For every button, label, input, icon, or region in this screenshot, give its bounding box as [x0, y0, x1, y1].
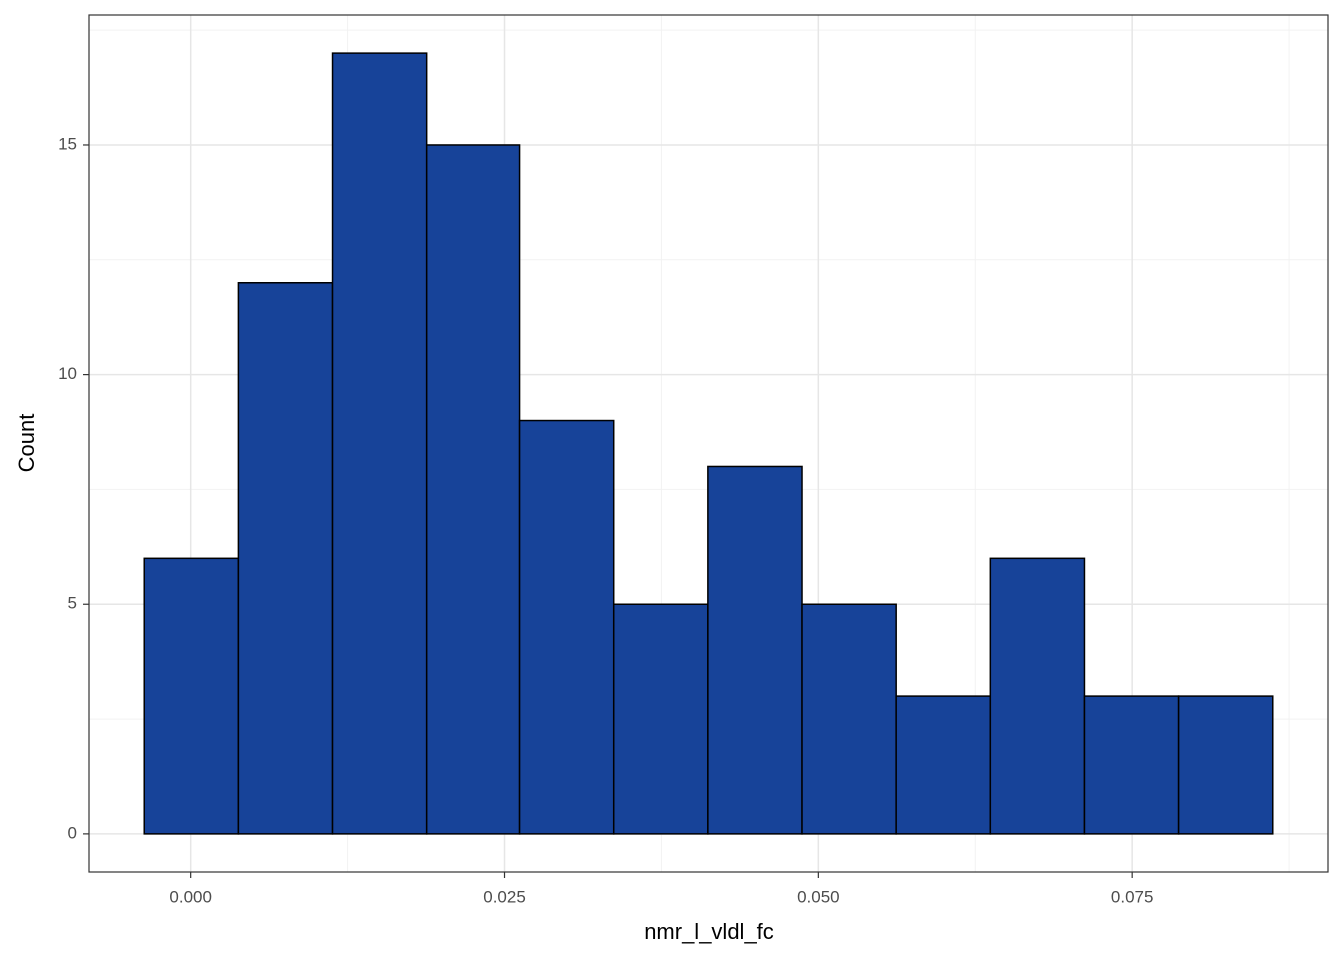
- bar: [989, 557, 1086, 835]
- y-tick-label: 0: [68, 823, 77, 842]
- y-tick-label: 10: [58, 364, 77, 383]
- x-tick-label: 0.025: [483, 887, 526, 906]
- bar: [331, 52, 428, 835]
- bar: [707, 465, 803, 835]
- bar: [895, 695, 992, 835]
- x-tick-label: 0.075: [1111, 887, 1154, 906]
- bar: [143, 557, 240, 835]
- y-tick-label: 5: [68, 594, 77, 613]
- y-axis-title: Count: [14, 414, 39, 473]
- x-axis-title: nmr_l_vldl_fc: [644, 919, 774, 944]
- bar: [1083, 695, 1180, 835]
- bar: [1177, 695, 1274, 835]
- axes: 0.000 0.025 0.050 0.075 0 5 10 15: [58, 134, 1153, 906]
- panel-border: [88, 14, 1329, 873]
- bars: [143, 52, 1274, 835]
- y-tick-label: 15: [58, 134, 77, 153]
- bar: [612, 603, 709, 835]
- x-tick-label: 0.000: [169, 887, 212, 906]
- bar: [518, 419, 615, 835]
- bar: [801, 603, 897, 835]
- bar: [237, 282, 334, 835]
- bar: [425, 144, 521, 835]
- x-tick-label: 0.050: [797, 887, 840, 906]
